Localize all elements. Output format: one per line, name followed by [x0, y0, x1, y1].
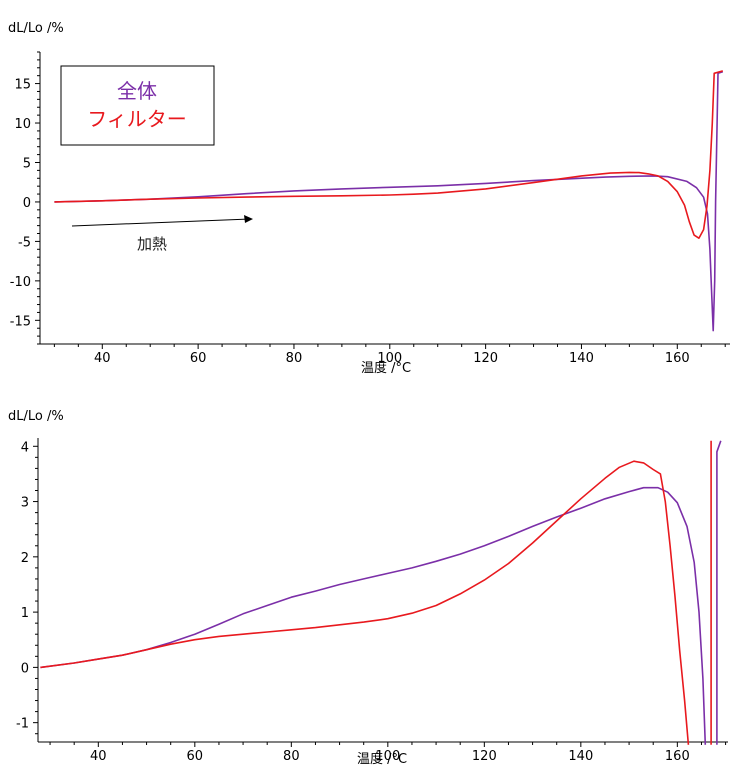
y-tick-label: -1: [16, 717, 29, 732]
chart-2: dL/Lo /% 40 60 80 100 120 140 160 4 3 2 1 0 -1 温度 /°…: [8, 409, 728, 767]
y-tick-label: -15: [10, 314, 31, 329]
y-tick-label: 1: [21, 606, 29, 621]
x-tick-label: 60: [190, 351, 207, 366]
x-tick-label: 120: [473, 351, 498, 366]
x-tick-label: 140: [569, 351, 594, 366]
heating-annotation: 加熱: [71, 215, 253, 253]
x-tick-label: 80: [283, 749, 300, 764]
heating-arrowhead: [244, 215, 253, 223]
y-tick-label: 0: [23, 196, 31, 211]
x-tick-label: 120: [472, 749, 497, 764]
x-tick-label: 80: [286, 351, 303, 366]
y-tick-label: 5: [23, 156, 31, 171]
chart-2-series: [40, 440, 722, 745]
legend-entry-filter: フィルター: [87, 107, 187, 131]
series-line-フィルター: [40, 460, 690, 745]
legend-box: [60, 65, 215, 146]
chart-1-series: [54, 70, 724, 332]
chart-1-legend: 全体 フィルター: [60, 65, 215, 146]
chart-1-ylabel: dL/Lo /%: [8, 21, 64, 36]
x-tick-label: 100: [375, 749, 400, 764]
y-tick-label: 2: [21, 551, 29, 566]
chart-1-axes: 40 60 80 100 120 140 160 15 10 5 0 -5 -10 -15: [10, 51, 730, 366]
legend-entry-all: 全体: [117, 79, 157, 103]
x-tick-label: 40: [94, 351, 111, 366]
heating-label: 加熱: [137, 235, 167, 253]
series-line-全体: [54, 70, 724, 332]
chart-2-xlabel: 温度 /°C: [357, 751, 407, 767]
y-tick-label: -10: [10, 275, 31, 290]
chart-2-ylabel: dL/Lo /%: [8, 409, 64, 424]
y-tick-label: 15: [14, 78, 31, 93]
series-line-フィルター: [54, 70, 724, 239]
y-tick-label: 10: [14, 117, 31, 132]
y-tick-label: 4: [21, 440, 29, 455]
chart-2-axes: 40 60 80 100 120 140 160 4 3 2 1 0 -1: [16, 438, 728, 764]
y-tick-label: 3: [21, 496, 29, 511]
heating-arrow: [71, 218, 251, 227]
x-tick-label: 160: [665, 351, 690, 366]
x-tick-label: 140: [568, 749, 593, 764]
x-tick-label: 40: [90, 749, 107, 764]
x-tick-label: 60: [187, 749, 204, 764]
x-tick-label: 160: [665, 749, 690, 764]
chart-1: dL/Lo /% 40 60 80 100 120 140 160 15 10 5 0 -5 -10 -1…: [8, 21, 730, 376]
x-tick-label: 100: [377, 351, 402, 366]
y-tick-label: 0: [21, 661, 29, 676]
series-line-全体-step: [716, 440, 722, 745]
series-line-全体: [40, 486, 707, 745]
y-tick-label: -5: [18, 235, 31, 250]
chart-1-xlabel: 温度 /°C: [361, 360, 411, 376]
